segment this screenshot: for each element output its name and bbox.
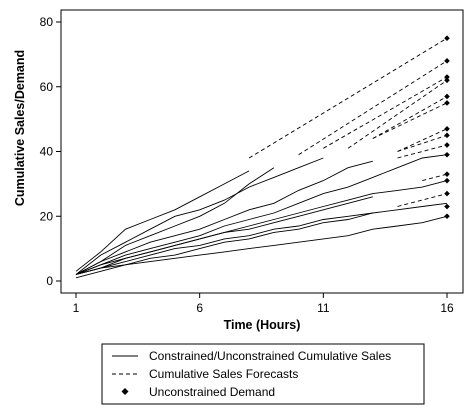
forecast-series-line: [397, 134, 448, 152]
forecast-series-line: [323, 76, 448, 149]
legend-label-demand: Unconstrained Demand: [149, 385, 275, 399]
demand-point: [444, 151, 450, 158]
x-axis-title: Time (Hours): [224, 318, 301, 332]
sales-series-line: [75, 157, 324, 275]
legend-label-forecasts: Cumulative Sales Forecasts: [149, 367, 298, 381]
sales-series-line: [75, 154, 448, 275]
x-tick-label: 11: [317, 301, 330, 315]
plot-frame: [60, 9, 464, 294]
demand-point: [444, 190, 450, 197]
forecast-series-line: [372, 96, 448, 139]
forecast-series-line: [372, 102, 448, 139]
x-tick-label: 1: [73, 301, 80, 315]
legend: Constrained/Unconstrained Cumulative Sal…: [101, 343, 425, 405]
sales-series-line: [75, 202, 448, 275]
demand-point: [444, 35, 450, 41]
y-tick-label: 0: [46, 274, 53, 288]
forecast-series-line: [397, 128, 448, 152]
forecast-series-line: [397, 193, 448, 207]
sales-series-line: [75, 215, 448, 275]
forecast-series-line: [422, 173, 448, 182]
demand-point: [444, 77, 450, 84]
forecast-series-line: [248, 37, 448, 159]
demand-point: [444, 74, 450, 80]
demand-markers: [444, 35, 450, 220]
sales-series-line: [75, 167, 275, 275]
demand-point: [444, 213, 450, 220]
demand-point: [444, 177, 450, 184]
y-axis-title: Cumulative Sales/Demand: [13, 50, 27, 206]
legend-label-sales: Constrained/Unconstrained Cumulative Sal…: [149, 349, 391, 363]
y-tick-label: 80: [40, 15, 54, 29]
demand-point: [444, 142, 450, 148]
legend-box: [101, 343, 425, 405]
forecast-series-line: [397, 144, 448, 159]
y-axis: 0 20 40 60 80: [40, 15, 61, 288]
y-tick-label: 40: [40, 145, 54, 159]
sales-lines: [75, 154, 448, 279]
sales-series-line: [75, 212, 373, 279]
demand-point: [444, 58, 450, 64]
demand-point: [444, 171, 450, 177]
forecast-series-line: [298, 60, 448, 156]
y-tick-label: 20: [40, 209, 54, 223]
sales-series-line: [75, 160, 373, 275]
x-tick-label: 6: [196, 301, 203, 315]
demand-point: [444, 132, 450, 139]
legend-swatch-diamond: [121, 388, 129, 395]
sales-series-line: [75, 196, 373, 275]
demand-point: [444, 126, 450, 132]
demand-point: [444, 100, 450, 106]
y-tick-label: 60: [40, 80, 54, 94]
x-axis: 1 6 11 16: [73, 293, 454, 315]
sales-series-line: [75, 170, 250, 272]
forecast-series-line: [347, 79, 448, 149]
demand-point: [444, 93, 450, 100]
forecast-lines: [248, 37, 448, 207]
demand-point: [444, 203, 450, 210]
x-tick-label: 16: [440, 301, 454, 315]
